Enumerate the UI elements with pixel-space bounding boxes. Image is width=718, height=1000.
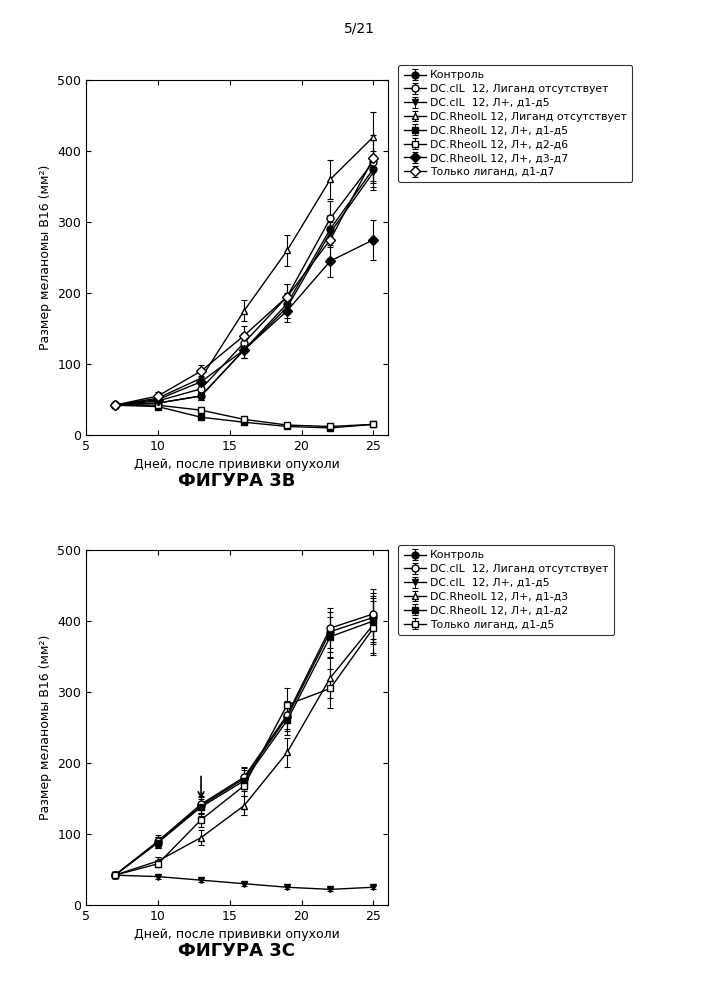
Y-axis label: Размер меланомы В16 (мм²): Размер меланомы В16 (мм²) bbox=[39, 165, 52, 350]
Legend: Контроль, DC.cIL  12, Лиганд отсутствует, DC.cIL  12, Л+, д1-д5, DC.RheoIL 12, Л: Контроль, DC.cIL 12, Лиганд отсутствует,… bbox=[398, 65, 633, 182]
X-axis label: Дней, после прививки опухоли: Дней, после прививки опухоли bbox=[134, 928, 340, 941]
Text: ФИГУРА 3С: ФИГУРА 3С bbox=[179, 942, 295, 960]
Y-axis label: Размер меланомы В16 (мм²): Размер меланомы В16 (мм²) bbox=[39, 635, 52, 820]
X-axis label: Дней, после прививки опухоли: Дней, после прививки опухоли bbox=[134, 458, 340, 471]
Text: 5/21: 5/21 bbox=[343, 22, 375, 36]
Legend: Контроль, DC.cIL  12, Лиганд отсутствует, DC.cIL  12, Л+, д1-д5, DC.RheoIL 12, Л: Контроль, DC.cIL 12, Лиганд отсутствует,… bbox=[398, 545, 614, 635]
Text: ФИГУРА 3В: ФИГУРА 3В bbox=[178, 472, 296, 490]
